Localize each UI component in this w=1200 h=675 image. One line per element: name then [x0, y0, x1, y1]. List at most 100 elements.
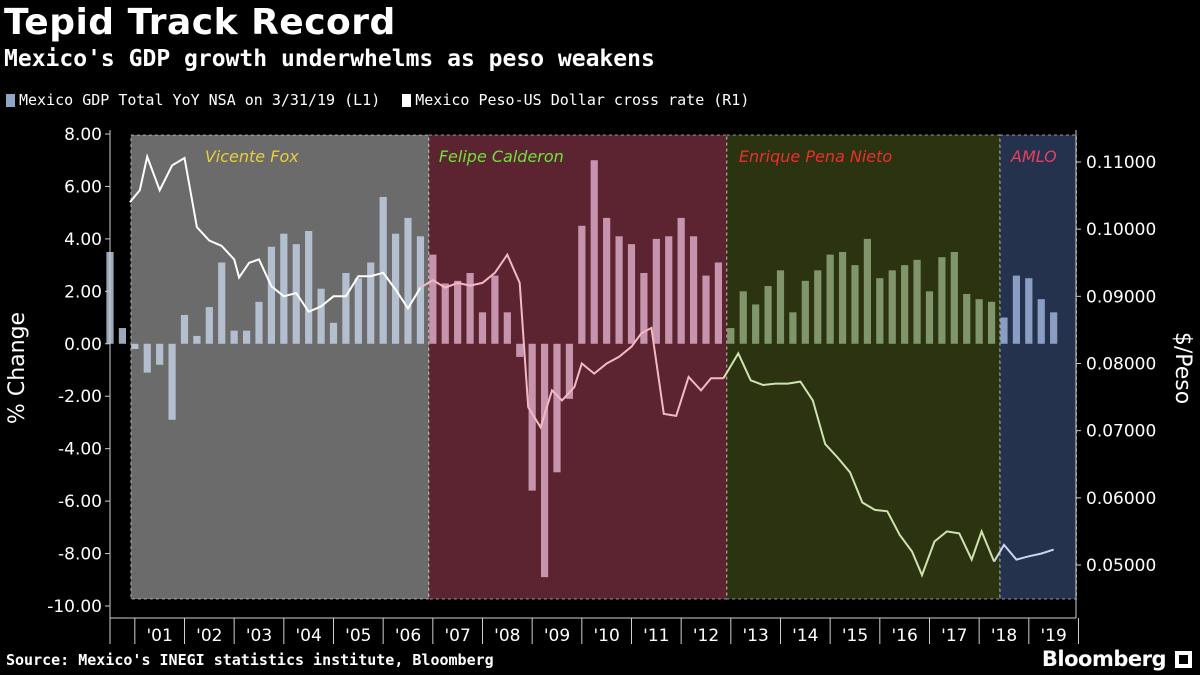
gdp-bar	[727, 328, 735, 344]
right-tick-label: 0.05000	[1086, 556, 1156, 576]
gdp-bar	[354, 278, 362, 344]
gdp-bar	[677, 217, 685, 344]
x-tick-label: '18	[991, 626, 1017, 646]
x-tick-label: '01	[147, 626, 173, 646]
left-tick-label: 2.00	[64, 282, 102, 302]
era-band-0	[130, 135, 429, 599]
gdp-bar	[255, 301, 263, 344]
era-label-1: Felipe Calderon	[439, 147, 564, 166]
legend-label-gdp: Mexico GDP Total YoY NSA on 3/31/19 (L1)	[19, 91, 381, 109]
left-tick-label: 6.00	[64, 177, 102, 197]
gdp-bar	[714, 262, 723, 344]
x-tick-label: '11	[643, 626, 669, 646]
x-tick-label: '13	[742, 626, 768, 646]
gdp-bar	[565, 343, 574, 399]
gdp-bar	[280, 233, 288, 344]
gdp-bar	[230, 330, 238, 344]
gdp-bar	[851, 265, 859, 344]
gdp-bar	[925, 291, 934, 344]
x-tick-label: '08	[494, 626, 520, 646]
gdp-bar	[466, 272, 474, 344]
bloomberg-mark-icon	[1175, 651, 1192, 668]
x-tick-label: '19	[1040, 626, 1066, 646]
peso-line-segment-3	[993, 543, 1055, 563]
right-tick-label: 0.07000	[1086, 422, 1156, 442]
x-tick-label: '15	[842, 626, 868, 646]
peso-line-segment-0	[129, 153, 422, 314]
y-axis-right-label: $/Peso	[1170, 332, 1195, 404]
era-backgrounds	[130, 134, 1077, 600]
x-tick-label: '09	[544, 626, 570, 646]
chart-legend: Mexico GDP Total YoY NSA on 3/31/19 (L1)…	[6, 91, 749, 109]
gdp-bar	[180, 314, 189, 344]
x-tick-label: '06	[395, 626, 421, 646]
gdp-bar	[627, 244, 636, 344]
gdp-bar	[739, 291, 747, 344]
x-tick-label: '17	[941, 626, 967, 646]
gdp-peso-chart: 8.00 6.00 4.00 2.00 0.00 -2.00 -4.00 -6.00 -8.00…	[5, 125, 1195, 646]
gdp-bar	[305, 231, 313, 344]
legend-swatch-peso	[402, 93, 412, 107]
gdp-bar	[416, 236, 425, 344]
left-axis: 8.00 6.00 4.00 2.00 0.00 -2.00 -4.00 -6.00 -8.00…	[47, 125, 111, 618]
x-tick-label: '16	[891, 626, 917, 646]
gdp-bar	[131, 343, 139, 350]
x-tick-label: '02	[196, 626, 222, 646]
gdp-bar	[863, 238, 872, 344]
era-band-2	[726, 135, 1001, 599]
gdp-bar	[640, 272, 648, 344]
x-tick-label: '03	[246, 626, 272, 646]
x-axis: '01 '02 '03 '04 '05 '06 '07 '08 '09 '10 '11 '12 '13 '…	[109, 617, 1079, 646]
left-tick-label: -2.00	[58, 387, 102, 407]
gdp-bar	[118, 328, 127, 344]
gdp-bar	[590, 160, 598, 344]
gdp-bar	[267, 246, 276, 344]
chart-title: Tepid Track Record	[4, 2, 396, 43]
era-labels: Vicente Fox Felipe Calderon Enrique Pena N…	[205, 147, 1057, 166]
gdp-bar	[404, 217, 412, 344]
gdp-bar	[615, 236, 623, 344]
x-tick-label: '07	[445, 626, 471, 646]
gdp-bar	[801, 280, 809, 344]
gdp-bar	[156, 343, 164, 365]
gdp-bar	[478, 312, 487, 344]
right-tick-label: 0.10000	[1086, 220, 1156, 240]
gdp-bar	[764, 286, 772, 344]
gdp-bars	[106, 160, 1058, 578]
legend-item-peso: Mexico Peso-US Dollar cross rate (R1)	[402, 91, 749, 109]
peso-line	[129, 153, 1055, 578]
right-tick-label: 0.06000	[1086, 489, 1156, 509]
era-label-3: AMLO	[1010, 147, 1057, 166]
x-tick-label: '10	[594, 626, 620, 646]
gdp-bar	[540, 343, 549, 578]
left-tick-label: -8.00	[58, 545, 102, 565]
gdp-bar	[1025, 278, 1033, 344]
gdp-bar	[826, 254, 834, 344]
gdp-bar	[702, 275, 710, 344]
gdp-bar	[963, 293, 971, 344]
peso-line-segment-2	[722, 351, 996, 578]
gdp-bar	[454, 280, 462, 344]
gdp-bar	[491, 275, 499, 344]
gdp-bar	[913, 259, 921, 344]
gdp-bar	[689, 236, 698, 344]
gdp-bar	[1037, 299, 1045, 344]
gdp-bar	[814, 270, 822, 344]
gdp-bar	[888, 270, 896, 344]
gdp-bar	[938, 257, 946, 344]
gdp-bar	[329, 322, 338, 344]
era-label-0: Vicente Fox	[205, 147, 299, 166]
left-tick-label: 8.00	[64, 125, 102, 145]
gdp-bar	[317, 288, 325, 344]
gdp-bar	[789, 312, 797, 344]
gdp-bar	[379, 196, 387, 344]
gdp-bar	[652, 238, 660, 344]
gdp-bar	[193, 335, 201, 344]
gdp-bar	[776, 270, 785, 344]
y-axis-left-label: % Change	[5, 312, 30, 424]
gdp-bar	[876, 278, 884, 344]
x-tick-label: '14	[792, 626, 818, 646]
left-tick-label: -10.00	[47, 597, 102, 617]
gdp-bar	[516, 343, 524, 357]
gdp-bar	[342, 272, 350, 344]
